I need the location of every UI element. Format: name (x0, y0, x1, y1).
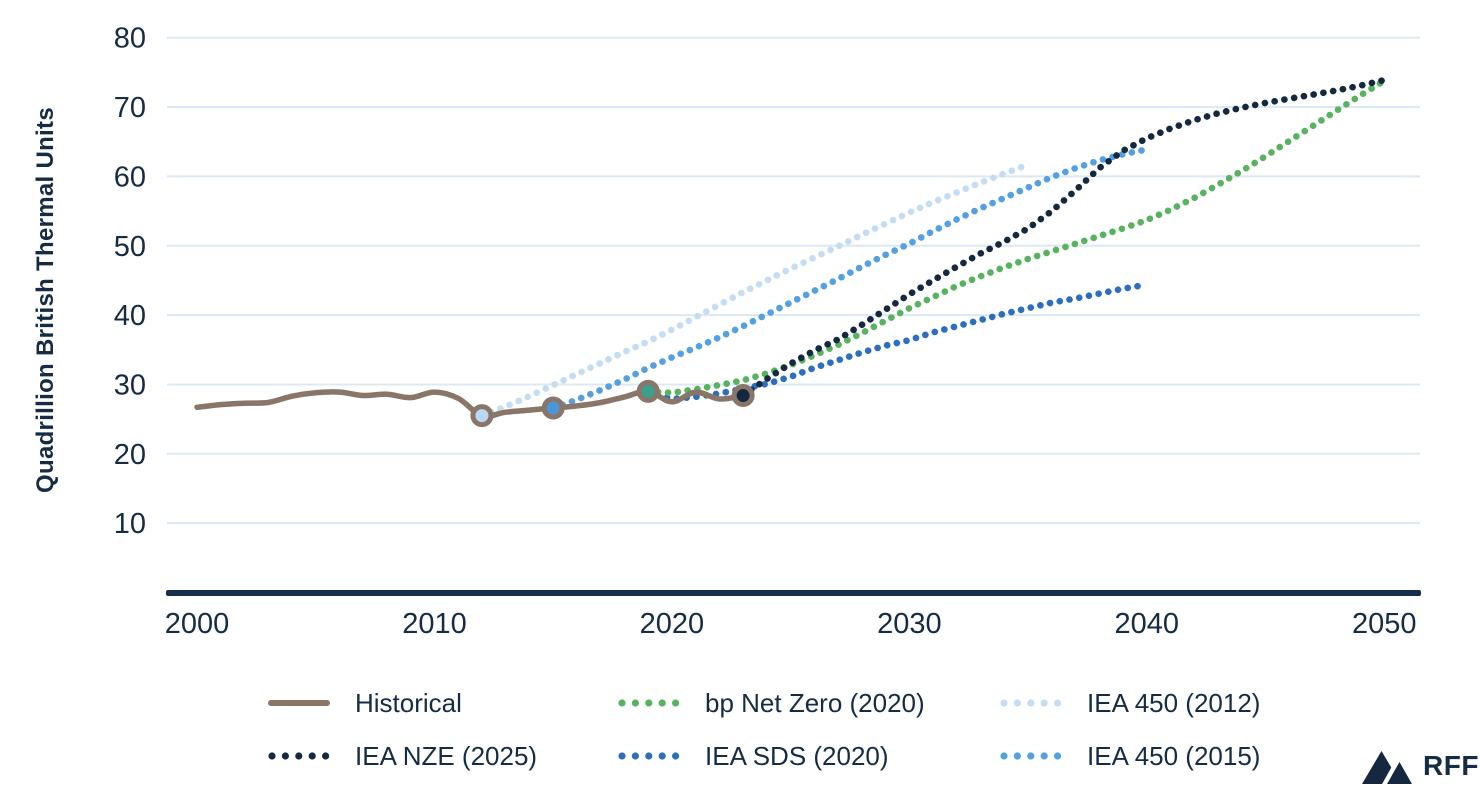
x-tick-label: 2020 (640, 608, 705, 640)
dotted-line-swatch-iea-450-2012 (1000, 699, 1062, 707)
x-axis-line (166, 590, 1421, 596)
x-tick-label: 2030 (877, 608, 942, 640)
series-start-marker-2015 (541, 396, 565, 420)
dotted-line-swatch-iea-nze-2025 (268, 752, 330, 760)
legend-label: IEA SDS (2020) (705, 740, 889, 771)
y-tick-label: 50 (114, 231, 146, 263)
y-tick-label: 80 (114, 23, 146, 55)
solid-line-swatch-historical (268, 700, 330, 706)
x-tick-label: 2010 (402, 608, 467, 640)
dotted-line-swatch-iea-450-2015 (1000, 752, 1062, 760)
legend-label: IEA NZE (2025) (355, 740, 538, 771)
y-tick-label: 30 (114, 369, 146, 401)
y-tick-label: 70 (114, 92, 146, 124)
series-line-iea-450-2012 (478, 161, 1032, 419)
x-tick-label: 2000 (165, 608, 230, 640)
series-line-iea-450-2015 (549, 146, 1151, 412)
y-tick-label: 60 (114, 161, 146, 193)
series-line-iea-sds-2020 (644, 281, 1151, 403)
legend-label: Historical (355, 687, 462, 718)
chart-legend: Historical bp Net Zero (2020) IEA 450 (201… (268, 688, 1260, 771)
x-tick-label: 2050 (1352, 608, 1417, 640)
legend-item-iea-450-2012: IEA 450 (2012) (1000, 688, 1260, 718)
dotted-line-swatch-bp-net-zero-2020 (618, 699, 680, 707)
logo-text: RFF (1423, 750, 1479, 781)
series-start-marker-2023 (731, 384, 755, 408)
legend-label: IEA 450 (2012) (1087, 687, 1261, 718)
legend-label: IEA 450 (2015) (1087, 740, 1261, 771)
legend-item-iea-nze-2025: IEA NZE (2025) (268, 741, 618, 771)
series-line-historical (194, 388, 746, 419)
mountains-icon (1362, 751, 1412, 786)
legend-item-iea-sds-2020: IEA SDS (2020) (618, 741, 1000, 771)
legend-item-historical: Historical (268, 688, 618, 718)
x-tick-label: 2040 (1115, 608, 1180, 640)
rff-logo: RFF (1360, 746, 1479, 786)
series-line-iea-nze-2025 (739, 76, 1388, 399)
dotted-line-swatch-iea-sds-2020 (618, 752, 680, 760)
y-tick-label: 20 (114, 439, 146, 471)
series-line-bp-net-zero-2020 (644, 77, 1388, 397)
legend-item-bp-net-zero-2020: bp Net Zero (2020) (618, 688, 1000, 718)
y-tick-label: 40 (114, 300, 146, 332)
legend-item-iea-450-2015: IEA 450 (2015) (1000, 741, 1260, 771)
series-start-marker-2012 (470, 404, 494, 428)
legend-label: bp Net Zero (2020) (705, 687, 925, 718)
series-start-marker-2019 (636, 379, 660, 403)
y-tick-label: 10 (114, 508, 146, 540)
y-axis-title: Quadrillion British Thermal Units (32, 107, 59, 493)
